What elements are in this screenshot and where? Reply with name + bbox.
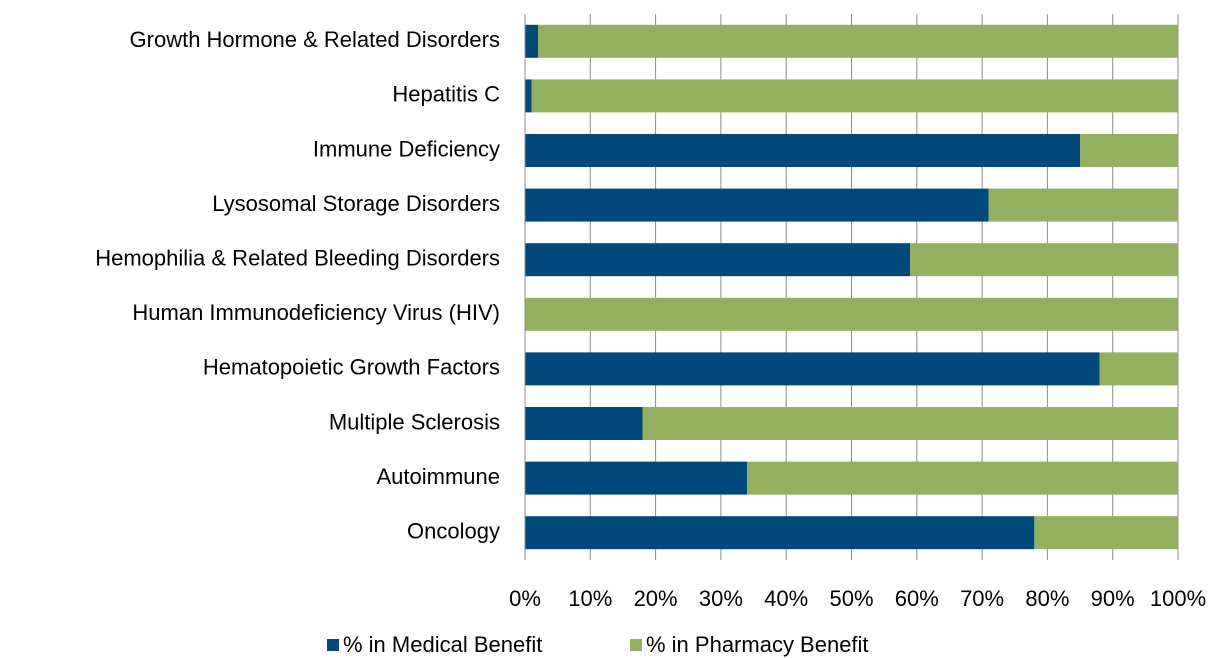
y-tick-label: Growth Hormone & Related Disorders [130,27,500,52]
y-tick-label: Lysosomal Storage Disorders [212,191,500,216]
x-tick-label: 10% [568,586,612,611]
y-tick-label: Immune Deficiency [313,136,500,161]
bar-segment [1034,516,1178,550]
y-tick-label: Hemophilia & Related Bleeding Disorders [95,246,500,271]
x-tick-label: 100% [1150,586,1206,611]
bar-segment [525,297,1178,331]
x-tick-label: 90% [1091,586,1135,611]
legend-swatch [630,639,642,651]
bar-segment [525,79,532,113]
bar-segment [642,407,1178,440]
bar-segment [910,243,1178,277]
bar-segment [988,188,1178,222]
y-tick-label: Human Immunodeficiency Virus (HIV) [132,300,500,325]
bar-segment [525,352,1100,386]
bar-segment [525,188,989,222]
bar-segment [538,24,1178,58]
x-tick-label: 70% [960,586,1004,611]
y-tick-label: Autoimmune [376,464,500,489]
bar-segment [525,134,1081,167]
bar-segment [531,79,1178,113]
bar-segment [525,24,539,58]
y-tick-label: Oncology [407,519,500,544]
x-tick-label: 50% [829,586,873,611]
bar-segment [1080,134,1178,167]
x-tick-label: 60% [895,586,939,611]
legend-label: % in Pharmacy Benefit [646,632,869,657]
x-tick-label: 80% [1025,586,1069,611]
bar-segment [747,461,1178,495]
x-tick-label: 40% [764,586,808,611]
bar-segment [525,516,1035,550]
bar-segment [525,461,748,495]
y-tick-label: Hepatitis C [392,82,500,107]
y-tick-label: Multiple Sclerosis [329,409,500,434]
y-tick-label: Hematopoietic Growth Factors [203,355,500,380]
bar-segment [525,243,911,277]
legend-label: % in Medical Benefit [343,632,542,657]
bar-segment [525,407,643,440]
x-tick-label: 0% [509,586,541,611]
x-tick-label: 30% [699,586,743,611]
x-tick-label: 20% [634,586,678,611]
bar-segment [1099,352,1178,386]
legend-swatch [327,639,339,651]
